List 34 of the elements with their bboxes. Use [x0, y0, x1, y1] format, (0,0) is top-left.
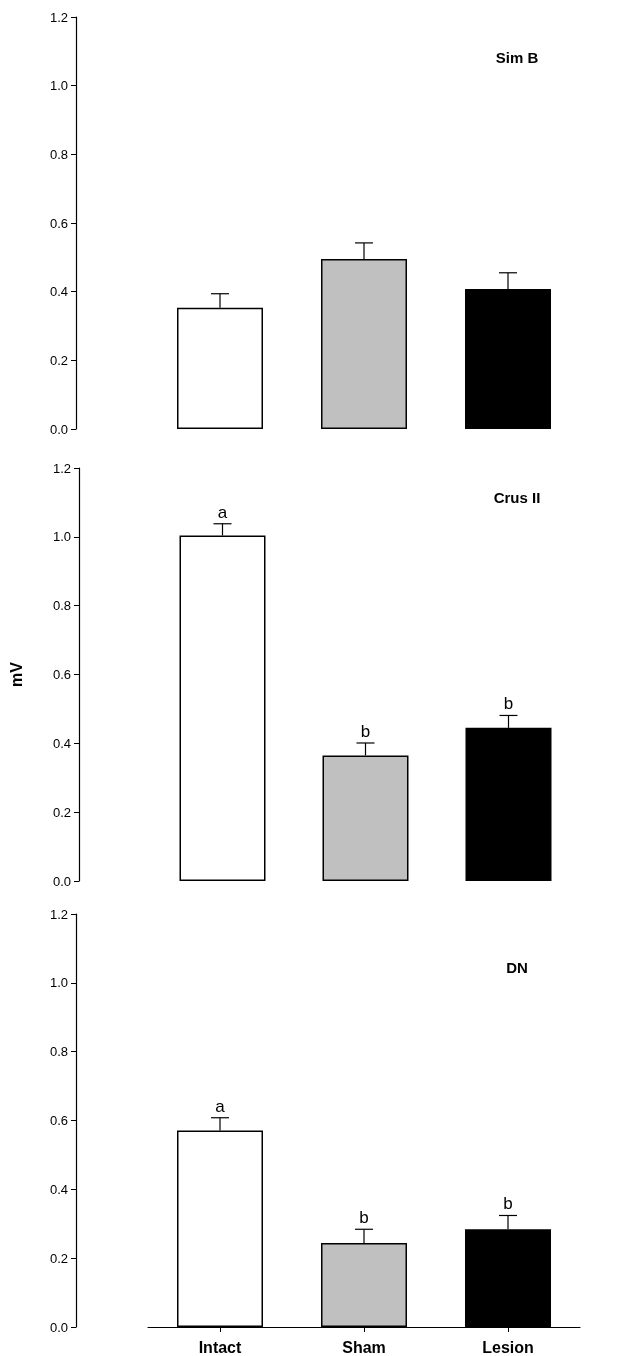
- y-tick-label: 0.8: [49, 1044, 68, 1060]
- y-tick-label: 0.2: [52, 804, 71, 820]
- y-tick-label: 0.8: [49, 146, 68, 162]
- y-tick-label: 0.4: [49, 1181, 68, 1197]
- y-tick-label: 0.6: [52, 667, 71, 682]
- annotation: b: [503, 1194, 513, 1214]
- y-tick-label: 1.2: [49, 906, 68, 922]
- y-tick-label: 1.2: [49, 9, 68, 25]
- x-tick-label: Intact: [198, 1338, 243, 1356]
- y-tick-label: 1.0: [52, 529, 71, 545]
- annotation: b: [360, 721, 371, 741]
- text: Crus II: [493, 489, 541, 506]
- annotation: b: [359, 1208, 369, 1228]
- y-tick-label: 0.0: [49, 1319, 68, 1335]
- y-tick-label: 0.0: [52, 873, 71, 889]
- y-tick-label: 0.8: [52, 598, 71, 614]
- x-tick-label: Lesion: [482, 1338, 534, 1356]
- y-tick-label: 1.0: [49, 78, 68, 94]
- y-tick-label: 1.0: [49, 975, 68, 991]
- y-tick-label: 0.6: [49, 215, 68, 231]
- annotation: b: [503, 694, 514, 714]
- y-tick-label: 0.2: [49, 1250, 68, 1266]
- y-tick-label: 0.6: [49, 1113, 68, 1128]
- text: Sim B: [495, 49, 539, 66]
- annotation: a: [217, 502, 228, 522]
- y-axis-title: mV: [7, 661, 25, 687]
- x-tick-label: Sham: [342, 1338, 386, 1356]
- y-tick-label: 0.2: [49, 352, 68, 368]
- y-tick-label: 1.2: [52, 460, 71, 476]
- text: DN: [506, 959, 528, 976]
- y-tick-label: 0.4: [52, 735, 71, 751]
- y-tick-label: 0.4: [49, 284, 68, 300]
- annotation: a: [215, 1096, 226, 1116]
- y-tick-label: 0.0: [49, 421, 68, 437]
